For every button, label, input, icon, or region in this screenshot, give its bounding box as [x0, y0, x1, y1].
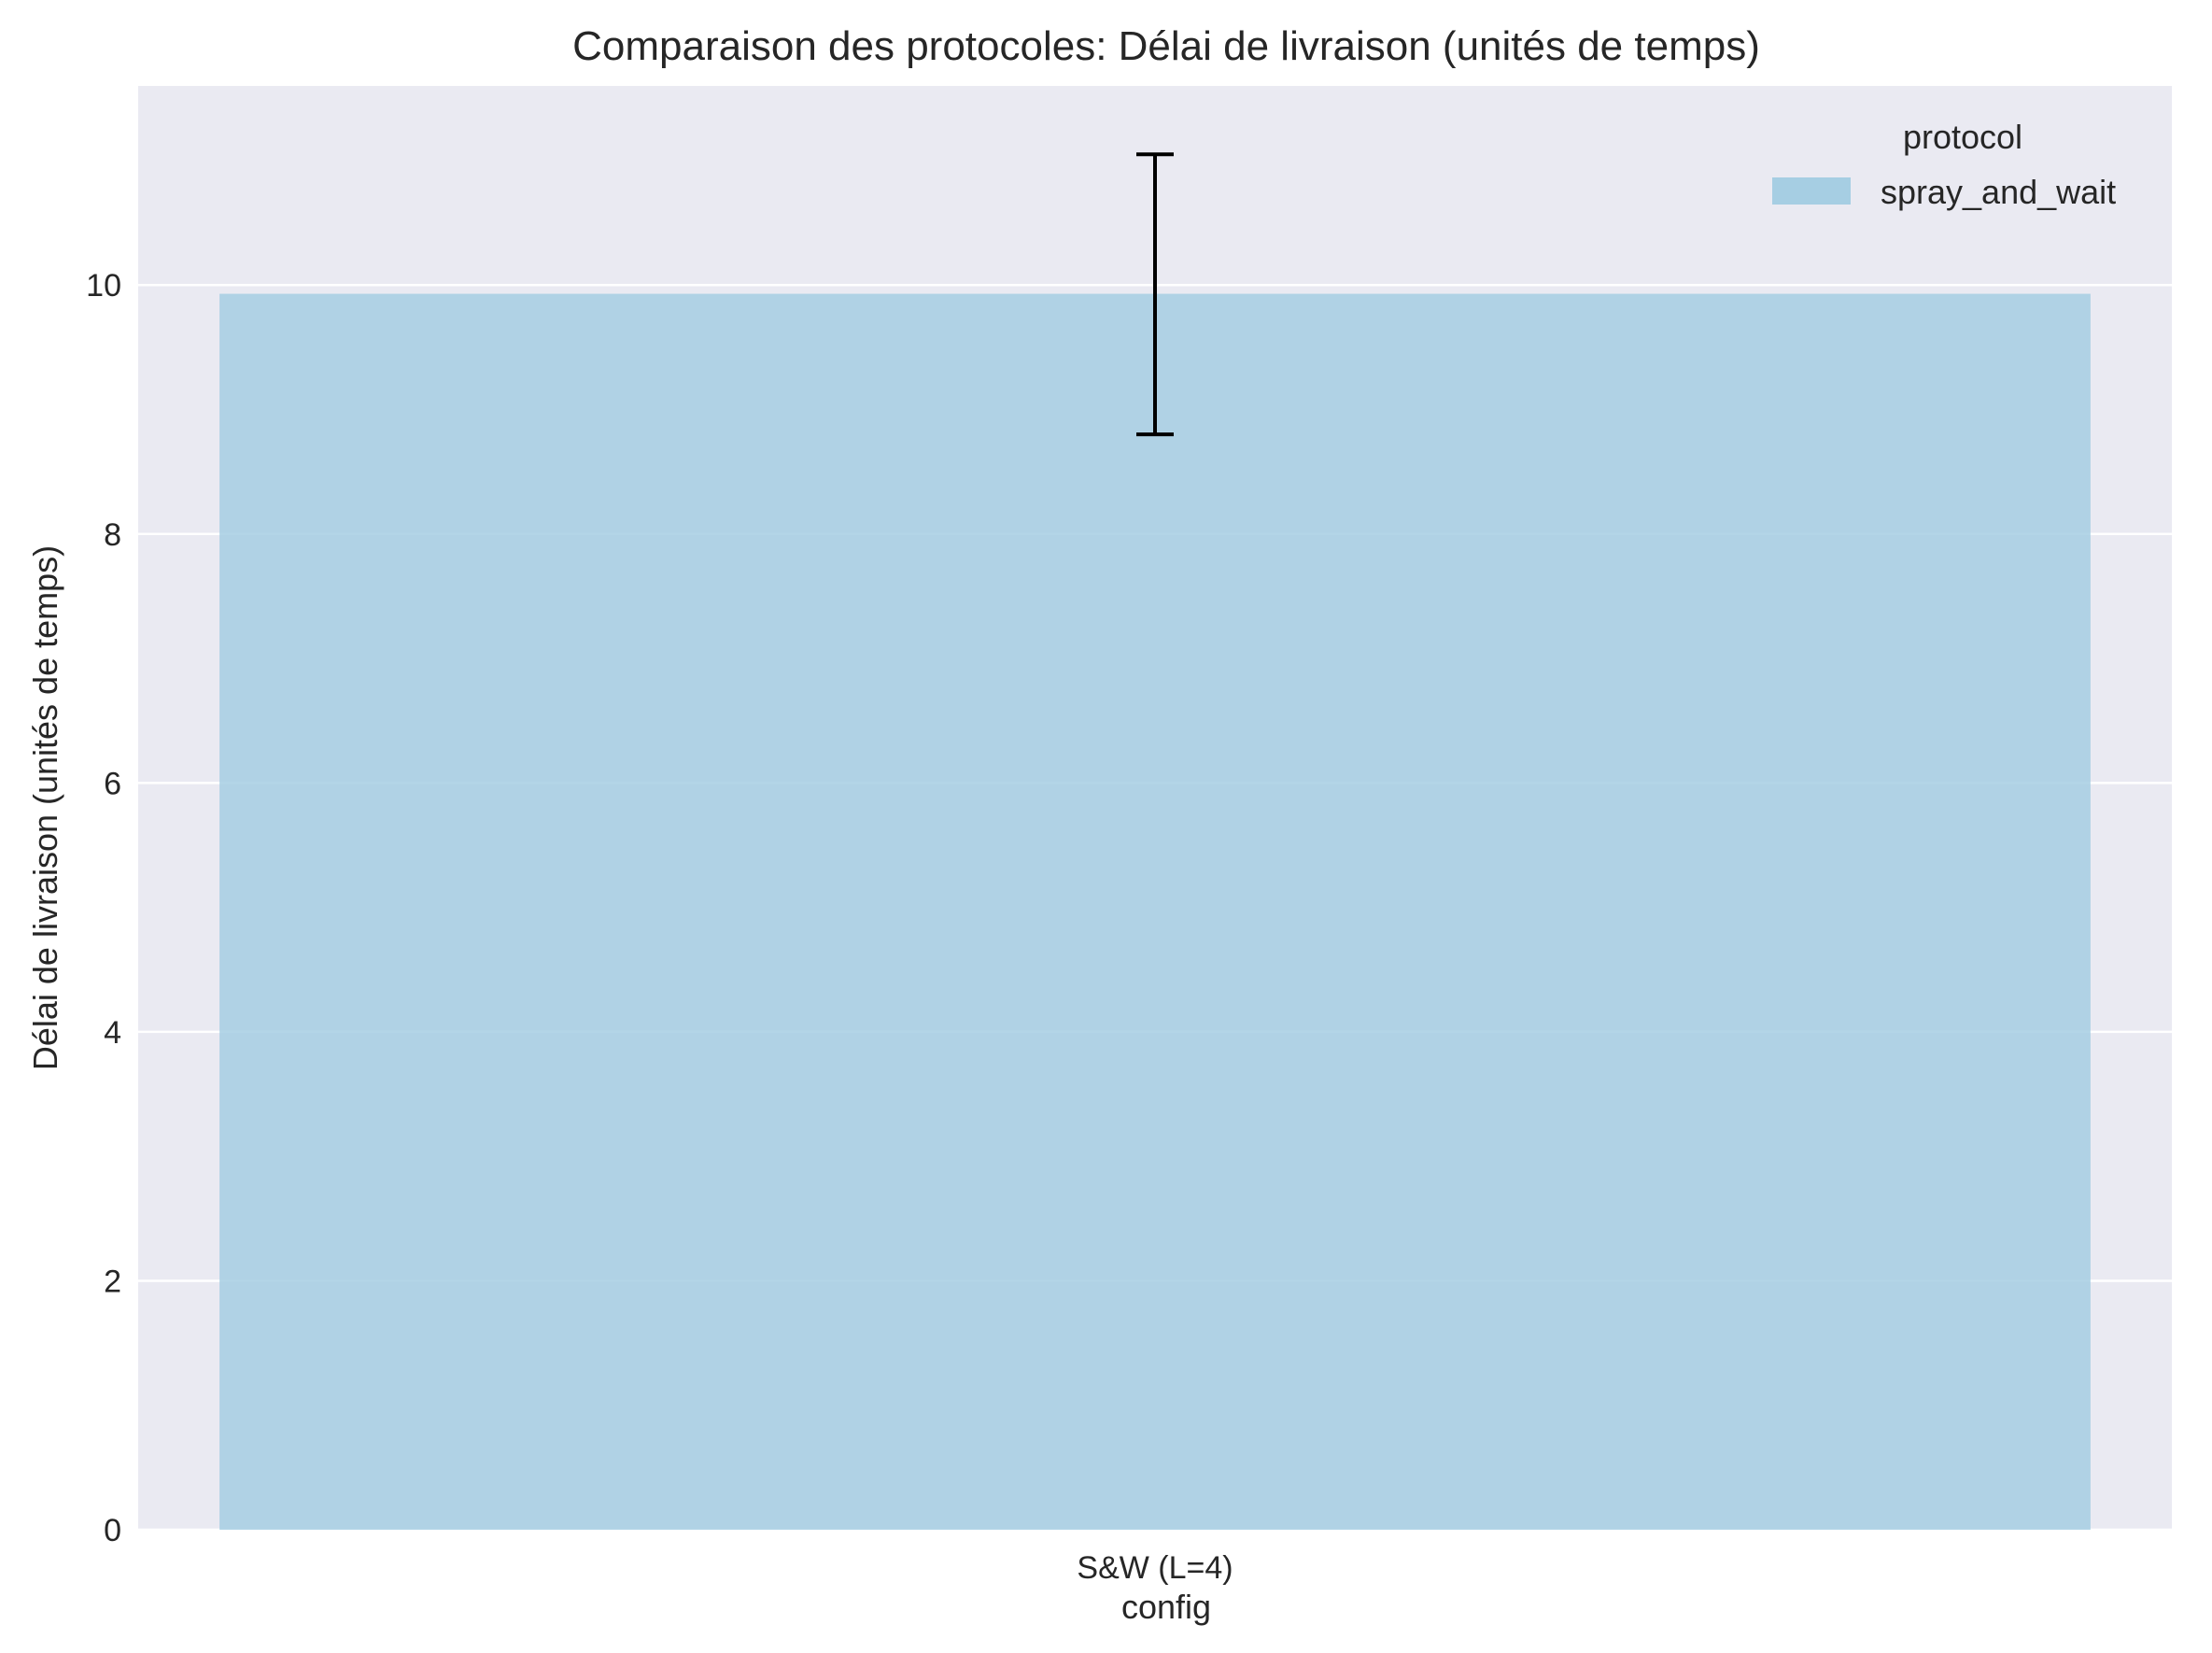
y-tick-label-5: 10 — [86, 268, 121, 304]
error-bars — [1136, 152, 1174, 437]
bar-0-0 — [219, 293, 2091, 1530]
bars — [219, 293, 2091, 1530]
x-tick-labels: S&W (L=4) — [1077, 1550, 1233, 1586]
legend-swatch-spray-and-wait — [1772, 177, 1851, 205]
y-tick-labels: 0 2 4 6 8 10 — [86, 268, 121, 1548]
x-tick-label-0: S&W (L=4) — [1077, 1550, 1233, 1586]
legend-label-spray-and-wait: spray_and_wait — [1881, 173, 2116, 211]
y-tick-label-3: 6 — [104, 766, 121, 801]
legend-title: protocol — [1903, 118, 2022, 156]
y-tick-label-1: 2 — [104, 1264, 121, 1299]
legend: protocol spray_and_wait — [1772, 118, 2116, 211]
x-axis-label: config — [1121, 1588, 1211, 1626]
y-tick-label-2: 4 — [104, 1015, 121, 1051]
y-tick-label-0: 0 — [104, 1513, 121, 1548]
chart-title: Comparaison des protocoles: Délai de liv… — [572, 23, 1760, 69]
y-tick-label-4: 8 — [104, 517, 121, 553]
y-axis-label: Délai de livraison (unités de temps) — [26, 545, 64, 1070]
